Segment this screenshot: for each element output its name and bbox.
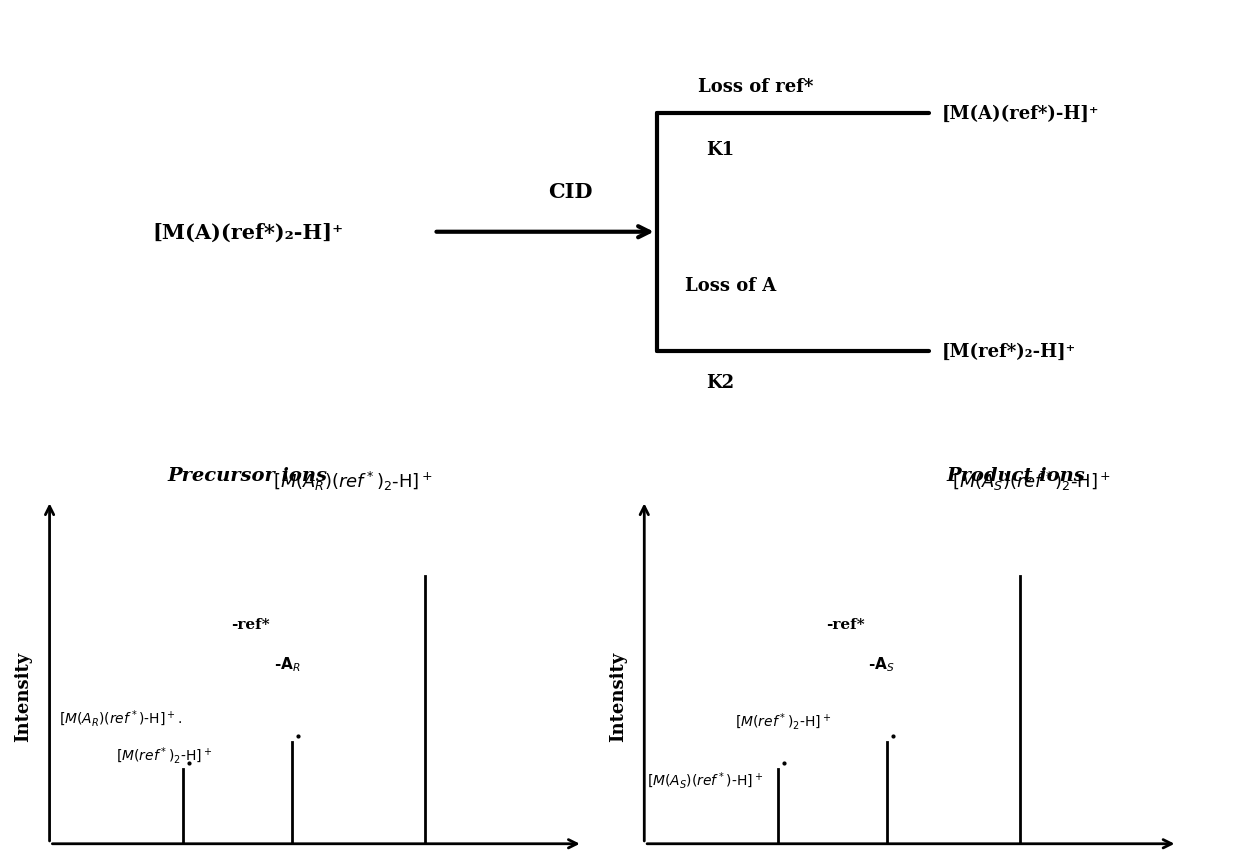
Text: Loss of A: Loss of A: [685, 276, 777, 294]
Text: K1: K1: [706, 141, 735, 158]
Text: [M(A)(ref*)-H]⁺: [M(A)(ref*)-H]⁺: [942, 105, 1099, 122]
Text: Intensity: Intensity: [608, 652, 627, 741]
Text: $[M(A_R)(ref^*)_2\text{-H}]^+$: $[M(A_R)(ref^*)_2\text{-H}]^+$: [273, 470, 432, 492]
Text: -A$_S$: -A$_S$: [869, 655, 895, 673]
Text: CID: CID: [548, 182, 592, 201]
Text: Intensity: Intensity: [14, 652, 32, 741]
Text: -A$_R$: -A$_R$: [274, 655, 300, 673]
Text: Loss of ref*: Loss of ref*: [698, 77, 814, 96]
Text: $[M(ref^*)_2\text{-H}]^+$: $[M(ref^*)_2\text{-H}]^+$: [116, 746, 212, 765]
Text: Precursor ions: Precursor ions: [167, 467, 328, 484]
Text: K2: K2: [706, 374, 735, 391]
Text: $[M(ref^*)_2\text{-H}]^+$: $[M(ref^*)_2\text{-H}]^+$: [735, 710, 831, 731]
Text: -ref*: -ref*: [826, 617, 865, 631]
Text: Product ions: Product ions: [947, 467, 1085, 484]
Text: [M(A)(ref*)₂-H]⁺: [M(A)(ref*)₂-H]⁺: [152, 222, 343, 243]
Text: $[M(A_S)(ref^*)\text{-H}]^+$: $[M(A_S)(ref^*)\text{-H}]^+$: [647, 770, 763, 790]
Text: [M(ref*)₂-H]⁺: [M(ref*)₂-H]⁺: [942, 343, 1075, 360]
Text: $[M(A_S)(ref^*)_2\text{-H}]^+$: $[M(A_S)(ref^*)_2\text{-H}]^+$: [953, 470, 1111, 492]
Text: -ref*: -ref*: [232, 617, 270, 631]
Text: $[M(A_R)(ref^*)\text{-H}]^+.$: $[M(A_R)(ref^*)\text{-H}]^+.$: [59, 708, 182, 728]
